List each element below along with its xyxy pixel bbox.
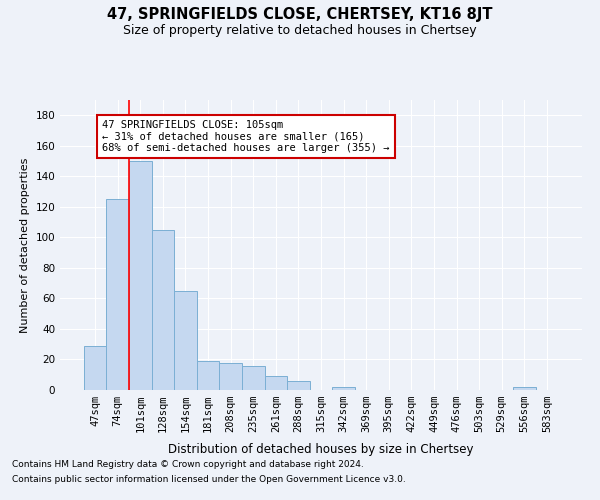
Text: Contains public sector information licensed under the Open Government Licence v3: Contains public sector information licen… <box>12 475 406 484</box>
Bar <box>84 346 106 390</box>
Bar <box>332 387 355 390</box>
Text: 47 SPRINGFIELDS CLOSE: 105sqm
← 31% of detached houses are smaller (165)
68% of : 47 SPRINGFIELDS CLOSE: 105sqm ← 31% of d… <box>102 120 389 153</box>
Bar <box>287 381 310 390</box>
Y-axis label: Number of detached properties: Number of detached properties <box>20 158 30 332</box>
Bar <box>129 161 152 390</box>
Bar <box>265 376 287 390</box>
Bar <box>106 199 129 390</box>
Text: Size of property relative to detached houses in Chertsey: Size of property relative to detached ho… <box>123 24 477 37</box>
Bar <box>174 291 197 390</box>
Bar <box>197 361 220 390</box>
Bar <box>220 362 242 390</box>
Text: 47, SPRINGFIELDS CLOSE, CHERTSEY, KT16 8JT: 47, SPRINGFIELDS CLOSE, CHERTSEY, KT16 8… <box>107 8 493 22</box>
Bar <box>513 387 536 390</box>
Bar <box>152 230 174 390</box>
Text: Distribution of detached houses by size in Chertsey: Distribution of detached houses by size … <box>168 442 474 456</box>
Bar <box>242 366 265 390</box>
Text: Contains HM Land Registry data © Crown copyright and database right 2024.: Contains HM Land Registry data © Crown c… <box>12 460 364 469</box>
